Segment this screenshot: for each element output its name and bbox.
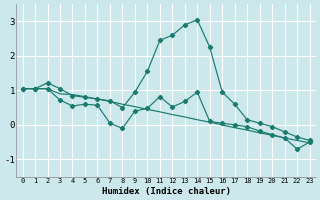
X-axis label: Humidex (Indice chaleur): Humidex (Indice chaleur) [101,187,231,196]
